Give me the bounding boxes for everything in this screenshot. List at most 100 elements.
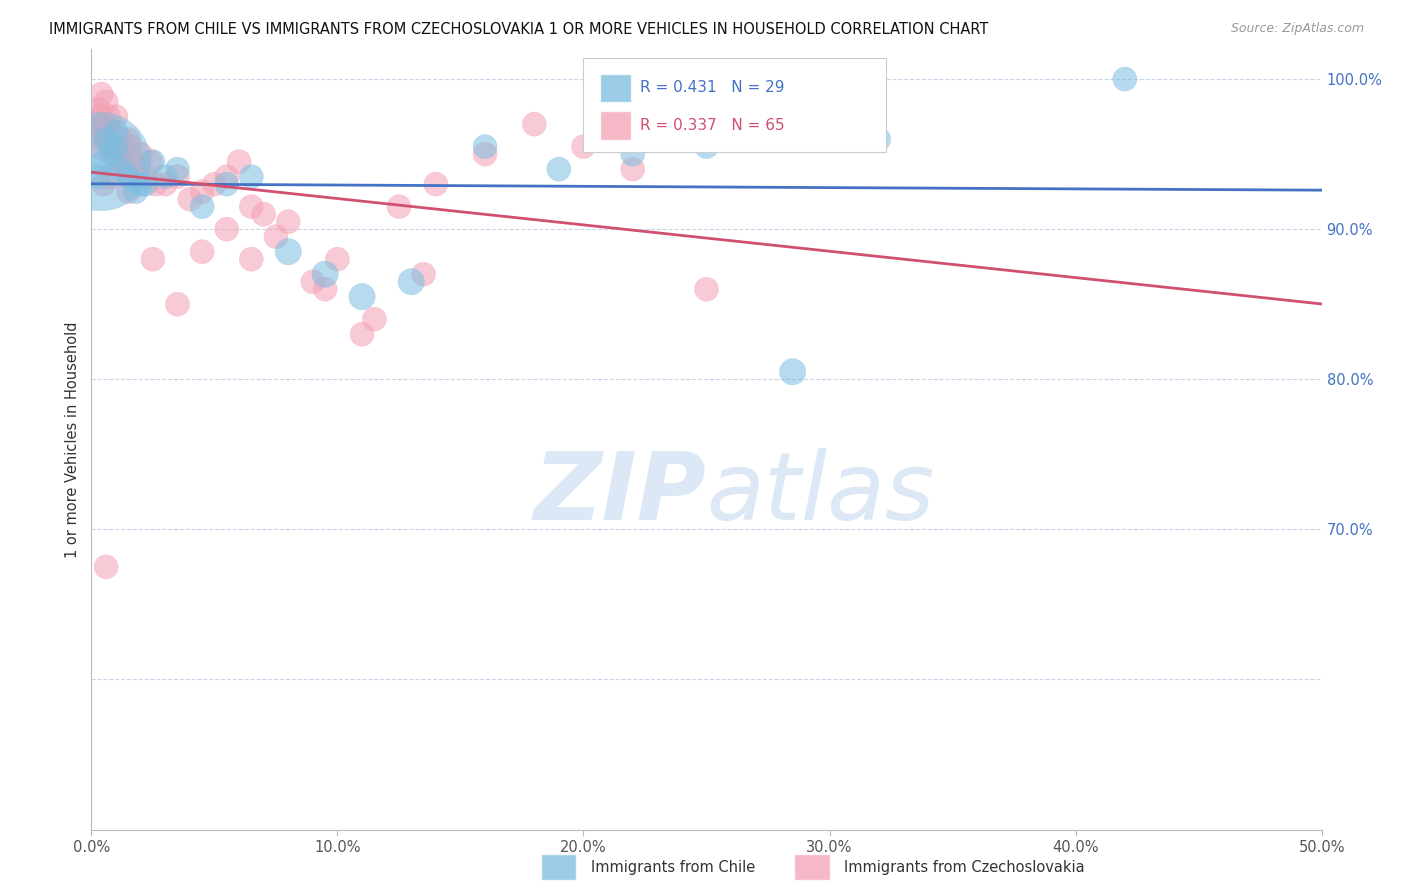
Point bbox=[114, 162, 138, 177]
Point bbox=[572, 139, 595, 153]
Y-axis label: 1 or more Vehicles in Household: 1 or more Vehicles in Household bbox=[65, 321, 80, 558]
Point bbox=[352, 327, 374, 342]
Point bbox=[110, 154, 132, 169]
Point bbox=[142, 252, 165, 267]
Point bbox=[782, 365, 804, 379]
Point bbox=[90, 87, 112, 101]
Point bbox=[90, 110, 112, 124]
Point bbox=[90, 154, 112, 169]
Point bbox=[96, 560, 117, 574]
Point bbox=[474, 139, 496, 153]
Point bbox=[179, 192, 201, 206]
Point bbox=[474, 147, 496, 161]
Point bbox=[93, 154, 115, 169]
Point bbox=[122, 154, 145, 169]
Point bbox=[120, 139, 142, 153]
Point bbox=[87, 169, 110, 184]
Point bbox=[314, 267, 336, 281]
Point bbox=[93, 177, 115, 191]
Point bbox=[93, 125, 115, 139]
Point bbox=[191, 185, 214, 199]
Point bbox=[215, 222, 238, 236]
Point bbox=[215, 177, 238, 191]
Point bbox=[129, 177, 152, 191]
Point bbox=[695, 139, 717, 153]
Point bbox=[105, 125, 127, 139]
Point bbox=[96, 95, 117, 109]
Text: IMMIGRANTS FROM CHILE VS IMMIGRANTS FROM CZECHOSLOVAKIA 1 OR MORE VEHICLES IN HO: IMMIGRANTS FROM CHILE VS IMMIGRANTS FROM… bbox=[49, 22, 988, 37]
Point bbox=[117, 185, 139, 199]
Point bbox=[388, 200, 411, 214]
Point bbox=[153, 177, 177, 191]
Point bbox=[97, 110, 120, 124]
Point bbox=[142, 154, 165, 169]
Point bbox=[166, 297, 188, 311]
Point bbox=[124, 162, 148, 177]
Text: Immigrants from Chile: Immigrants from Chile bbox=[591, 860, 755, 874]
Point bbox=[412, 267, 434, 281]
Text: Immigrants from Czechoslovakia: Immigrants from Czechoslovakia bbox=[844, 860, 1084, 874]
Point bbox=[240, 169, 263, 184]
Point bbox=[112, 139, 135, 153]
Point bbox=[153, 169, 177, 184]
Point bbox=[352, 290, 374, 304]
Point bbox=[166, 162, 188, 177]
Point bbox=[139, 154, 162, 169]
Point bbox=[105, 139, 127, 153]
Point bbox=[399, 275, 422, 289]
Point bbox=[87, 102, 110, 116]
Point bbox=[425, 177, 447, 191]
Point bbox=[96, 132, 117, 146]
Point bbox=[756, 125, 779, 139]
Point bbox=[868, 132, 890, 146]
Point bbox=[240, 200, 263, 214]
Point bbox=[253, 207, 276, 221]
Point bbox=[103, 147, 125, 161]
Point bbox=[100, 125, 122, 139]
Point bbox=[264, 229, 287, 244]
Point bbox=[105, 110, 127, 124]
Text: ZIP: ZIP bbox=[534, 448, 706, 540]
Point bbox=[93, 117, 115, 131]
Point bbox=[135, 177, 157, 191]
Point bbox=[301, 275, 323, 289]
Point bbox=[86, 110, 108, 124]
Point bbox=[110, 162, 132, 177]
Point bbox=[83, 125, 105, 139]
Point bbox=[1114, 72, 1136, 87]
Point bbox=[117, 132, 139, 146]
Point bbox=[97, 125, 120, 139]
Point bbox=[277, 215, 299, 229]
Point bbox=[695, 282, 717, 296]
Point bbox=[107, 132, 129, 146]
Point bbox=[117, 169, 139, 184]
Point bbox=[145, 177, 166, 191]
Point bbox=[314, 282, 336, 296]
Point bbox=[100, 147, 122, 161]
Point bbox=[124, 185, 148, 199]
Point bbox=[87, 139, 110, 153]
Point bbox=[135, 169, 157, 184]
Point bbox=[100, 139, 122, 153]
Text: atlas: atlas bbox=[706, 449, 935, 540]
Text: R = 0.337   N = 65: R = 0.337 N = 65 bbox=[640, 118, 785, 133]
Point bbox=[100, 169, 122, 184]
Point bbox=[202, 177, 225, 191]
Point bbox=[129, 147, 152, 161]
Point bbox=[621, 147, 644, 161]
Point bbox=[523, 117, 546, 131]
Point bbox=[621, 162, 644, 177]
Point bbox=[87, 132, 110, 146]
Point bbox=[96, 132, 117, 146]
Point bbox=[110, 132, 132, 146]
Point bbox=[240, 252, 263, 267]
Text: R = 0.431   N = 29: R = 0.431 N = 29 bbox=[640, 80, 785, 95]
Point bbox=[166, 169, 188, 184]
Point bbox=[326, 252, 349, 267]
Point bbox=[215, 169, 238, 184]
Point bbox=[191, 200, 214, 214]
Text: Source: ZipAtlas.com: Source: ZipAtlas.com bbox=[1230, 22, 1364, 36]
Point bbox=[105, 139, 127, 153]
Point bbox=[363, 312, 385, 326]
Point bbox=[228, 154, 250, 169]
